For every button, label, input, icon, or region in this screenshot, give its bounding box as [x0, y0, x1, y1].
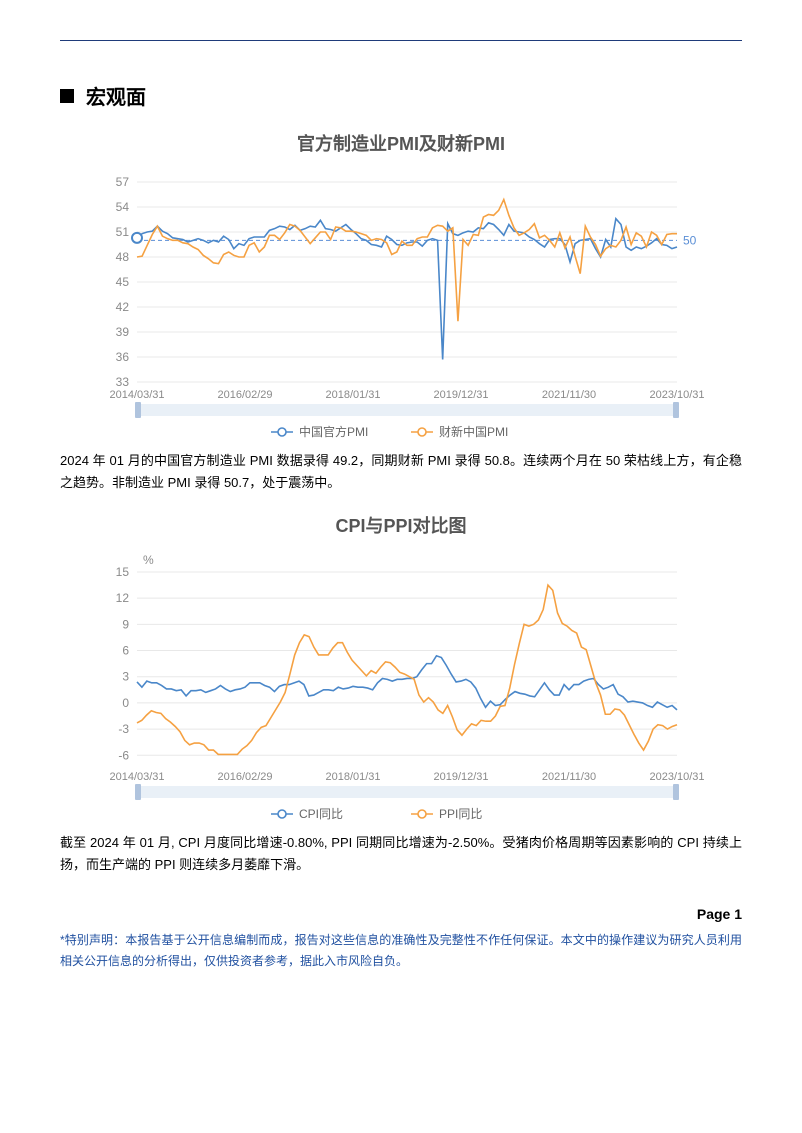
chart-cpi-ppi-title: CPI与PPI对比图 [60, 512, 742, 538]
page-number: Page 1 [60, 906, 742, 922]
svg-text:0: 0 [122, 696, 129, 710]
svg-text:-3: -3 [118, 722, 129, 736]
svg-text:2014/03/31: 2014/03/31 [109, 389, 164, 401]
chart-cpi-ppi-svg: -6 -3 0 3 6 9 12 15% 2014/03/31 2016/02/29 2018/01… [81, 544, 721, 824]
svg-text:3: 3 [122, 670, 129, 684]
section-bullet-icon [60, 89, 74, 103]
svg-text:36: 36 [116, 350, 130, 364]
svg-text:-6: -6 [118, 748, 129, 762]
svg-text:2021/11/30: 2021/11/30 [542, 771, 596, 783]
para-pmi: 2024 年 01 月的中国官方制造业 PMI 数据录得 49.2，同期财新 P… [60, 450, 742, 494]
svg-text:33: 33 [116, 375, 130, 389]
chart-pmi: 官方制造业PMI及财新PMI 33 36 39 42 45 48 51 54 57 2014/03… [60, 130, 742, 442]
svg-text:39: 39 [116, 325, 130, 339]
disclaimer: *特别声明：本报告基于公开信息编制而成，报告对这些信息的准确性及完整性不作任何保… [60, 930, 742, 971]
chart-pmi-svg: 33 36 39 42 45 48 51 54 57 2014/03/31 2016/02/29 20… [81, 162, 721, 442]
svg-text:54: 54 [116, 200, 130, 214]
chart-pmi-title: 官方制造业PMI及财新PMI [60, 130, 742, 156]
svg-text:2019/12/31: 2019/12/31 [433, 771, 488, 783]
svg-text:2018/01/31: 2018/01/31 [325, 771, 380, 783]
svg-text:2023/10/31: 2023/10/31 [649, 771, 704, 783]
svg-text:%: % [143, 553, 154, 567]
svg-text:42: 42 [116, 300, 130, 314]
svg-text:9: 9 [122, 618, 129, 632]
svg-text:CPI同比: CPI同比 [299, 807, 343, 821]
svg-text:45: 45 [116, 275, 130, 289]
para-cpi-ppi: 截至 2024 年 01 月, CPI 月度同比增速-0.80%, PPI 同期… [60, 832, 742, 876]
svg-text:PPI同比: PPI同比 [439, 807, 482, 821]
svg-text:12: 12 [116, 591, 130, 605]
svg-text:57: 57 [116, 175, 130, 189]
svg-text:2016/02/29: 2016/02/29 [217, 389, 272, 401]
svg-text:2021/11/30: 2021/11/30 [542, 389, 596, 401]
chart-cpi-ppi: CPI与PPI对比图 -6 -3 0 3 6 9 12 15% 2014/03/31 2016/0… [60, 512, 742, 824]
svg-text:2016/02/29: 2016/02/29 [217, 771, 272, 783]
top-rule [60, 40, 742, 41]
svg-text:50: 50 [683, 233, 697, 247]
svg-text:2014/03/31: 2014/03/31 [109, 771, 164, 783]
svg-text:48: 48 [116, 250, 130, 264]
svg-text:15: 15 [116, 565, 130, 579]
svg-text:2018/01/31: 2018/01/31 [325, 389, 380, 401]
svg-text:51: 51 [116, 225, 130, 239]
section-header: 宏观面 [60, 81, 742, 110]
svg-text:2019/12/31: 2019/12/31 [433, 389, 488, 401]
svg-text:2023/10/31: 2023/10/31 [649, 389, 704, 401]
svg-text:6: 6 [122, 644, 129, 658]
svg-text:中国官方PMI: 中国官方PMI [299, 424, 368, 439]
section-title: 宏观面 [86, 81, 146, 110]
svg-text:财新中国PMI: 财新中国PMI [439, 424, 508, 439]
